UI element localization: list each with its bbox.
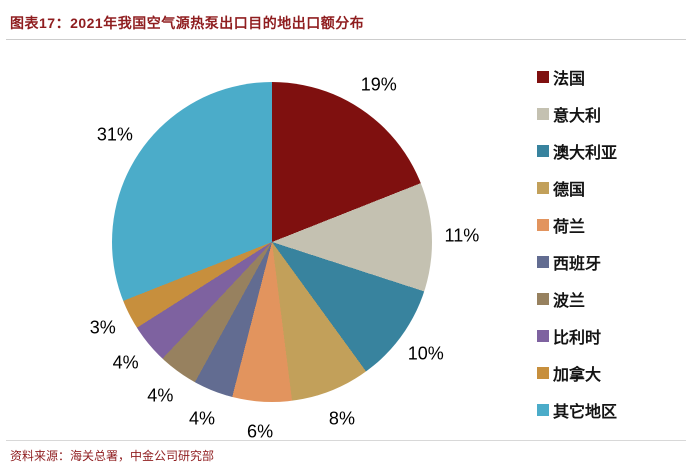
legend-label: 比利时	[553, 330, 602, 347]
top-divider	[6, 39, 686, 40]
legend-label: 其它地区	[553, 404, 618, 421]
legend-label: 意大利	[553, 108, 602, 125]
pie-slice-label: 11%	[444, 225, 480, 246]
legend-label: 荷兰	[553, 219, 586, 236]
pie-slice-label: 10%	[407, 343, 444, 364]
legend-swatch	[537, 145, 549, 157]
legend-label: 波兰	[553, 293, 586, 310]
chart-title: 图表17：2021年我国空气源热泵出口目的地出口额分布	[10, 15, 365, 31]
pie-chart	[112, 82, 432, 402]
legend-swatch	[537, 330, 549, 342]
bottom-divider	[6, 440, 686, 441]
legend-swatch	[537, 404, 549, 416]
pie-slice-label: 19%	[360, 74, 397, 95]
legend-item: 法国	[537, 66, 617, 88]
legend-swatch	[537, 293, 549, 305]
legend-label: 加拿大	[553, 367, 602, 384]
legend-item: 意大利	[537, 103, 617, 125]
legend-swatch	[537, 367, 549, 379]
legend-label: 澳大利亚	[553, 145, 618, 162]
legend-item: 波兰	[537, 288, 617, 310]
legend-item: 比利时	[537, 325, 617, 347]
legend-item: 西班牙	[537, 251, 617, 273]
legend-item: 澳大利亚	[537, 140, 617, 162]
legend-item: 荷兰	[537, 214, 617, 236]
legend-item: 德国	[537, 177, 617, 199]
legend-swatch	[537, 219, 549, 231]
pie-slice-label: 3%	[89, 317, 116, 338]
legend-label: 法国	[553, 71, 586, 88]
legend-label: 西班牙	[553, 256, 602, 273]
source-text: 资料来源：海关总署，中金公司研究部	[10, 449, 215, 463]
pie-slice-label: 4%	[189, 408, 216, 429]
pie-slice-label: 31%	[96, 124, 133, 145]
pie-slice-label: 6%	[247, 421, 274, 442]
pie-slice-label: 4%	[147, 385, 174, 406]
legend: 法国意大利澳大利亚德国荷兰西班牙波兰比利时加拿大其它地区	[537, 66, 617, 421]
legend-swatch	[537, 256, 549, 268]
legend-item: 其它地区	[537, 399, 617, 421]
pie-slice-label: 8%	[328, 408, 355, 429]
legend-item: 加拿大	[537, 362, 617, 384]
legend-swatch	[537, 108, 549, 120]
legend-label: 德国	[553, 182, 586, 199]
legend-swatch	[537, 182, 549, 194]
pie-slice-label: 4%	[112, 352, 139, 373]
legend-swatch	[537, 71, 549, 83]
